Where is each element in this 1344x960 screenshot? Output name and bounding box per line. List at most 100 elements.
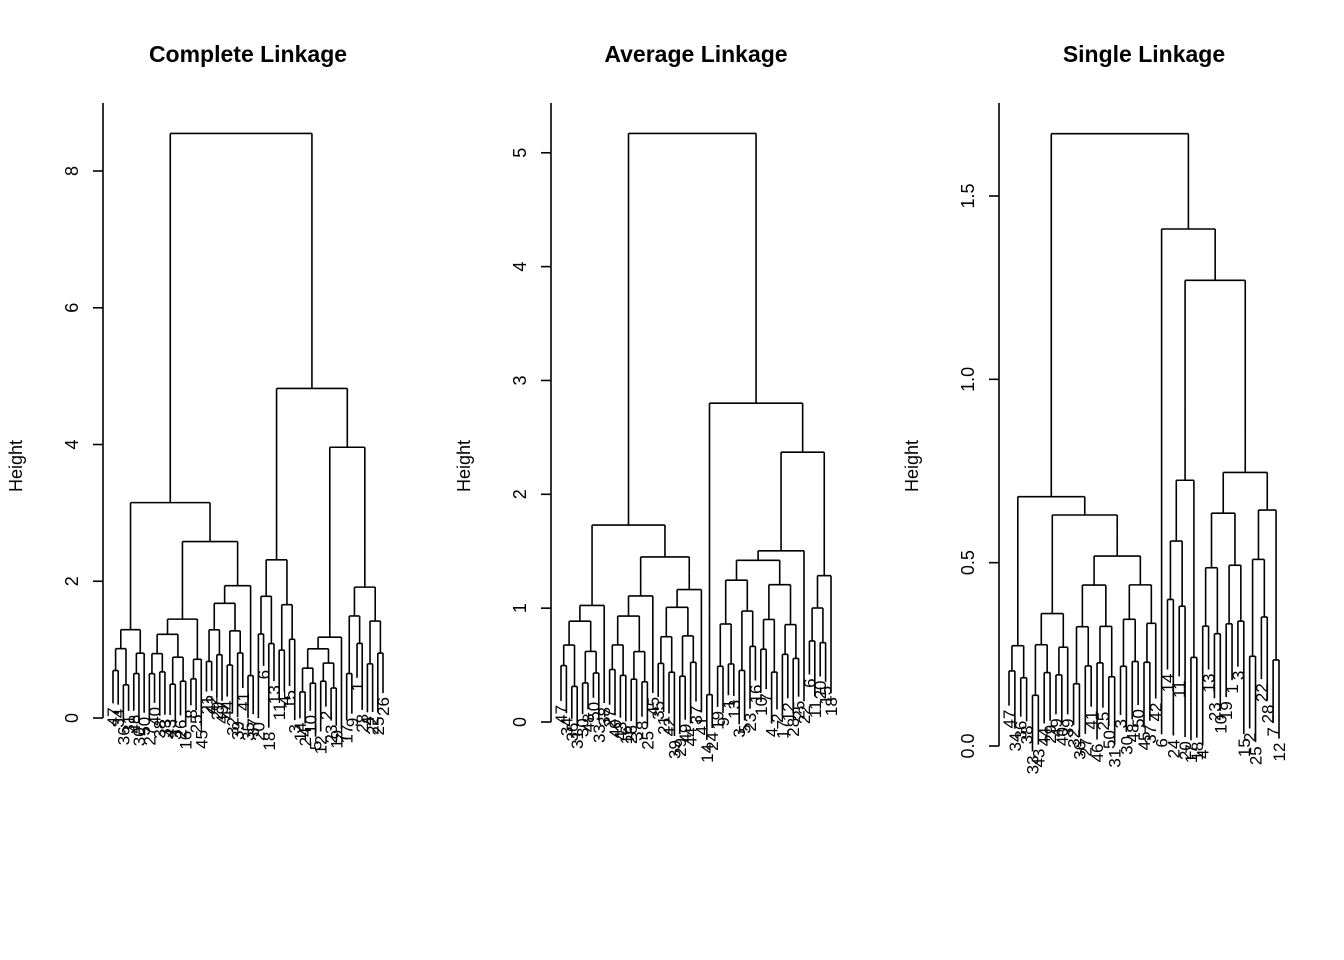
chart-title: Complete Linkage bbox=[149, 41, 347, 67]
y-tick-label: 4 bbox=[510, 262, 530, 272]
y-tick-label: 1.5 bbox=[958, 183, 978, 208]
leaf-label: 22 bbox=[364, 716, 383, 735]
leaf-label: 41 bbox=[1082, 711, 1101, 730]
chart-title: Single Linkage bbox=[1063, 41, 1225, 67]
leaf-label: 34 bbox=[557, 717, 576, 736]
leaf-label: 4 bbox=[358, 716, 377, 725]
leaf-label: 16 bbox=[617, 725, 636, 744]
leaf-label: 24 bbox=[296, 727, 315, 746]
leaf-label: 11 bbox=[270, 703, 289, 721]
leaf-label: 31 bbox=[568, 730, 587, 749]
y-tick-label: 6 bbox=[62, 303, 82, 313]
leaf-label: 18 bbox=[822, 697, 841, 716]
leaf-label: 43 bbox=[161, 719, 180, 738]
leaf-label: 42 bbox=[660, 717, 679, 736]
leaf-label: 7 bbox=[757, 693, 776, 702]
leaf-label: 46 bbox=[1088, 743, 1107, 762]
leaf-label: 36 bbox=[1012, 721, 1031, 740]
dendrogram-tree bbox=[112, 132, 384, 737]
leaf-label: 15 bbox=[281, 690, 300, 709]
leaf-label: 13 bbox=[725, 700, 744, 719]
dendrogram-tree bbox=[1008, 132, 1280, 752]
leaf-label: 3 bbox=[166, 730, 185, 739]
leaf-label: 40 bbox=[1053, 727, 1072, 746]
leaf-label: 50 bbox=[584, 702, 603, 721]
leaf-label: 21 bbox=[197, 696, 216, 715]
y-tick-label: 0.5 bbox=[958, 550, 978, 575]
leaf-label: 31 bbox=[120, 715, 139, 734]
y-axis-label: Height bbox=[454, 440, 474, 492]
leaf-label: 3 bbox=[730, 728, 749, 737]
leaf-label: 33 bbox=[156, 719, 175, 738]
leaf-label: 42 bbox=[1147, 703, 1166, 722]
leaf-label: 26 bbox=[374, 697, 393, 716]
leaf-label: 8 bbox=[182, 709, 201, 718]
leaf-label: 13 bbox=[265, 685, 284, 704]
leaf-label: 49 bbox=[676, 724, 695, 743]
y-tick-label: 2 bbox=[62, 576, 82, 586]
leaf-label: 24 bbox=[703, 732, 722, 751]
leaf-label: 11 bbox=[1170, 680, 1189, 698]
leaf-label: 39 bbox=[1059, 718, 1078, 737]
leaf-label: 28 bbox=[784, 718, 803, 737]
y-tick-label: 0 bbox=[510, 717, 530, 727]
leaf-label: 18 bbox=[1188, 742, 1207, 761]
leaf-label: 14 bbox=[1158, 674, 1177, 693]
leaf-label: 34 bbox=[1006, 733, 1025, 752]
leaf-label: 28 bbox=[353, 714, 372, 733]
leaf-labels: 4734363130485033382740431626382545352142… bbox=[552, 678, 841, 762]
leaf-label: 22 bbox=[1252, 683, 1271, 702]
leaf-label: 3 bbox=[628, 732, 647, 741]
leaf-label: 12 bbox=[1270, 743, 1289, 762]
y-axis-label: Height bbox=[6, 440, 26, 492]
leaf-label: 33 bbox=[590, 724, 609, 743]
leaf-label: 14 bbox=[698, 744, 717, 763]
leaf-label: 13 bbox=[1200, 674, 1219, 693]
leaf-label: 34 bbox=[109, 709, 128, 728]
leaf-label: 47 bbox=[104, 707, 123, 726]
leaf-label: 6 bbox=[800, 678, 819, 687]
leaf-label: 1 bbox=[348, 682, 367, 691]
leaf-label: 50 bbox=[1100, 730, 1119, 749]
leaf-label: 17 bbox=[1182, 744, 1201, 763]
leaf-label: 23 bbox=[322, 725, 341, 744]
leaf-label: 39 bbox=[665, 740, 684, 759]
leaf-label: 35 bbox=[649, 701, 668, 720]
y-tick-label: 5 bbox=[510, 148, 530, 158]
leaf-label: 35 bbox=[239, 722, 258, 741]
leaf-label: 9 bbox=[343, 718, 362, 727]
leaf-label: 14 bbox=[291, 722, 310, 741]
leaf-label: 23 bbox=[741, 713, 760, 732]
leaf-label: 4 bbox=[763, 728, 782, 737]
chart-title: Average Linkage bbox=[604, 41, 787, 67]
leaf-label: 47 bbox=[552, 705, 571, 724]
leaf-label: 3 bbox=[286, 724, 305, 733]
leaf-label: 36 bbox=[563, 723, 582, 742]
leaf-label: 49 bbox=[1047, 718, 1066, 737]
leaf-label: 2 bbox=[1241, 732, 1260, 741]
leaf-label: 16 bbox=[177, 731, 196, 750]
leaf-label: 15 bbox=[817, 686, 836, 705]
y-tick-label: 2 bbox=[510, 489, 530, 499]
dendrogram-tree bbox=[560, 132, 832, 740]
leaf-label: 48 bbox=[579, 713, 598, 732]
leaf-label: 5 bbox=[307, 741, 326, 750]
leaf-label: 41 bbox=[692, 716, 711, 735]
leaf-label: 37 bbox=[1141, 725, 1160, 744]
leaf-label: 8 bbox=[633, 721, 652, 730]
leaf-label: 43 bbox=[1029, 749, 1048, 768]
leaf-label: 26 bbox=[622, 725, 641, 744]
y-axis: 0 1 2 3 4 5 bbox=[510, 103, 552, 727]
leaf-label: 10 bbox=[752, 697, 771, 716]
leaf-label: 17 bbox=[338, 725, 357, 744]
y-tick-label: 0 bbox=[62, 713, 82, 723]
leaf-label: 1 bbox=[1223, 684, 1242, 693]
leaf-label: 7 bbox=[332, 733, 351, 742]
leaf-label: 9 bbox=[714, 717, 733, 726]
y-tick-label: 1.0 bbox=[958, 367, 978, 392]
leaf-label: 28 bbox=[1258, 704, 1277, 723]
leaf-label: 25 bbox=[790, 701, 809, 720]
leaf-label: 38 bbox=[151, 720, 170, 739]
